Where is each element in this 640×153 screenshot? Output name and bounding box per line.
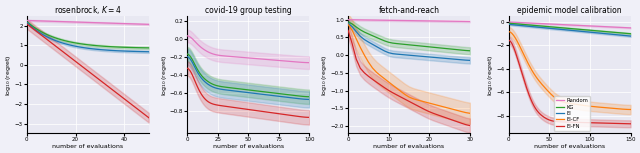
Legend: Random, KG, EI, EI-CF, EI-FN: Random, KG, EI, EI-CF, EI-FN bbox=[554, 96, 590, 131]
X-axis label: number of evaluations: number of evaluations bbox=[534, 144, 605, 149]
X-axis label: number of evaluations: number of evaluations bbox=[374, 144, 445, 149]
Y-axis label: $\log_{10}$(regret): $\log_{10}$(regret) bbox=[159, 54, 168, 96]
Y-axis label: $\log_{10}$(regret): $\log_{10}$(regret) bbox=[486, 54, 495, 96]
Y-axis label: $\log_{10}$(regret): $\log_{10}$(regret) bbox=[4, 54, 13, 96]
Title: fetch-and-reach: fetch-and-reach bbox=[378, 6, 440, 15]
Title: epidemic model calibration: epidemic model calibration bbox=[517, 6, 622, 15]
Y-axis label: $\log_{10}$(regret): $\log_{10}$(regret) bbox=[320, 54, 329, 96]
Title: rosenbrock, $K = 4$: rosenbrock, $K = 4$ bbox=[54, 4, 122, 16]
Title: covid-19 group testing: covid-19 group testing bbox=[205, 6, 292, 15]
X-axis label: number of evaluations: number of evaluations bbox=[52, 144, 124, 149]
X-axis label: number of evaluations: number of evaluations bbox=[213, 144, 284, 149]
